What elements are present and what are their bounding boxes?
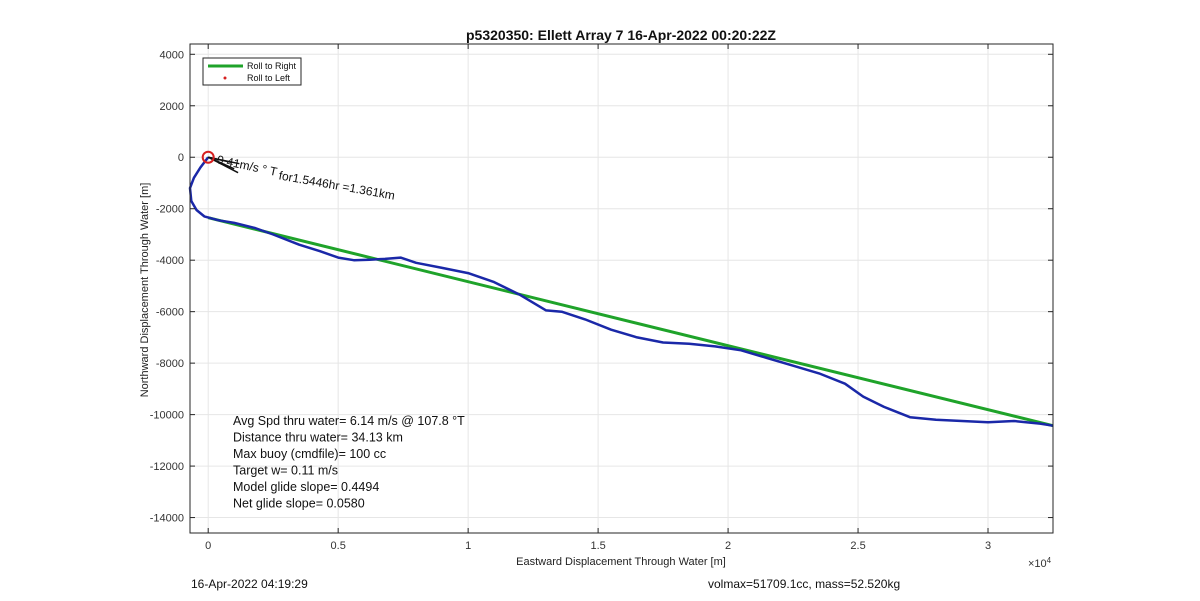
series-layer — [188, 156, 1054, 428]
x-tick-label: 3 — [985, 540, 991, 552]
y-tick-label: -6000 — [156, 307, 184, 319]
x-tick-label: 0.5 — [331, 540, 346, 552]
stats-line: Model glide slope= 0.4494 — [233, 480, 379, 494]
x-axis-exponent: ×104 — [1028, 556, 1052, 570]
stats-line: Max buoy (cmdfile)= 100 cc — [233, 447, 386, 461]
y-tick-label: 4000 — [160, 49, 184, 61]
stats-box: Avg Spd thru water= 6.14 m/s @ 107.8 °T D… — [233, 414, 465, 511]
stats-line: Distance thru water= 34.13 km — [233, 431, 403, 445]
stats-line: Net glide slope= 0.0580 — [233, 497, 365, 511]
y-tick-label: -4000 — [156, 255, 184, 267]
plot-frame — [189, 43, 1054, 534]
y-tick-label: -14000 — [150, 513, 184, 525]
legend-label: Roll to Right — [247, 61, 297, 71]
x-tick-label: 2.5 — [850, 540, 865, 552]
y-tick-label: -8000 — [156, 358, 184, 370]
footer-mass-info: volmax=51709.1cc, mass=52.520kg — [708, 577, 901, 591]
grid — [190, 44, 1053, 533]
legend-box — [202, 57, 302, 86]
legend-swatch — [223, 76, 227, 80]
series-line-1 — [207, 216, 1054, 428]
y-tick-label: -2000 — [156, 204, 184, 216]
tick-layer: 0 0.5 1 1.5 2 2.5 3 4000 2000 0 -2000 -4000 -6000 -80… — [150, 44, 1053, 552]
legend: Roll to Right Roll to Left — [202, 57, 302, 86]
x-tick-label: 2 — [725, 540, 731, 552]
x-tick-label: 1 — [465, 540, 471, 552]
y-tick-label: 2000 — [160, 101, 184, 113]
y-axis-label: Northward Displacement Through Water [m] — [139, 183, 151, 398]
y-tick-label: -12000 — [150, 461, 184, 473]
current-duration-label: for1.5446hr =1.361km — [278, 168, 396, 202]
stats-line: Target w= 0.11 m/s — [233, 464, 338, 478]
legend-label: Roll to Left — [247, 73, 291, 83]
x-tick-label: 1.5 — [590, 540, 605, 552]
y-tick-label: -10000 — [150, 410, 184, 422]
footer-timestamp: 16-Apr-2022 04:19:29 — [191, 577, 308, 591]
series-line-2 — [188, 156, 1054, 427]
start-marker — [201, 150, 215, 164]
chart-title: p5320350: Ellett Array 7 16-Apr-2022 00:… — [466, 27, 776, 43]
current-vector — [208, 156, 232, 164]
x-tick-label: 0 — [205, 540, 211, 552]
y-tick-label: 0 — [178, 152, 184, 164]
x-axis-label: Eastward Displacement Through Water [m] — [516, 556, 726, 568]
stats-line: Avg Spd thru water= 6.14 m/s @ 107.8 °T — [233, 414, 465, 428]
current-speed-label: 0.41m/s ° T — [216, 152, 279, 179]
x-exponent-base: ×10 — [1028, 558, 1047, 570]
x-exponent-power: 4 — [1047, 556, 1052, 565]
